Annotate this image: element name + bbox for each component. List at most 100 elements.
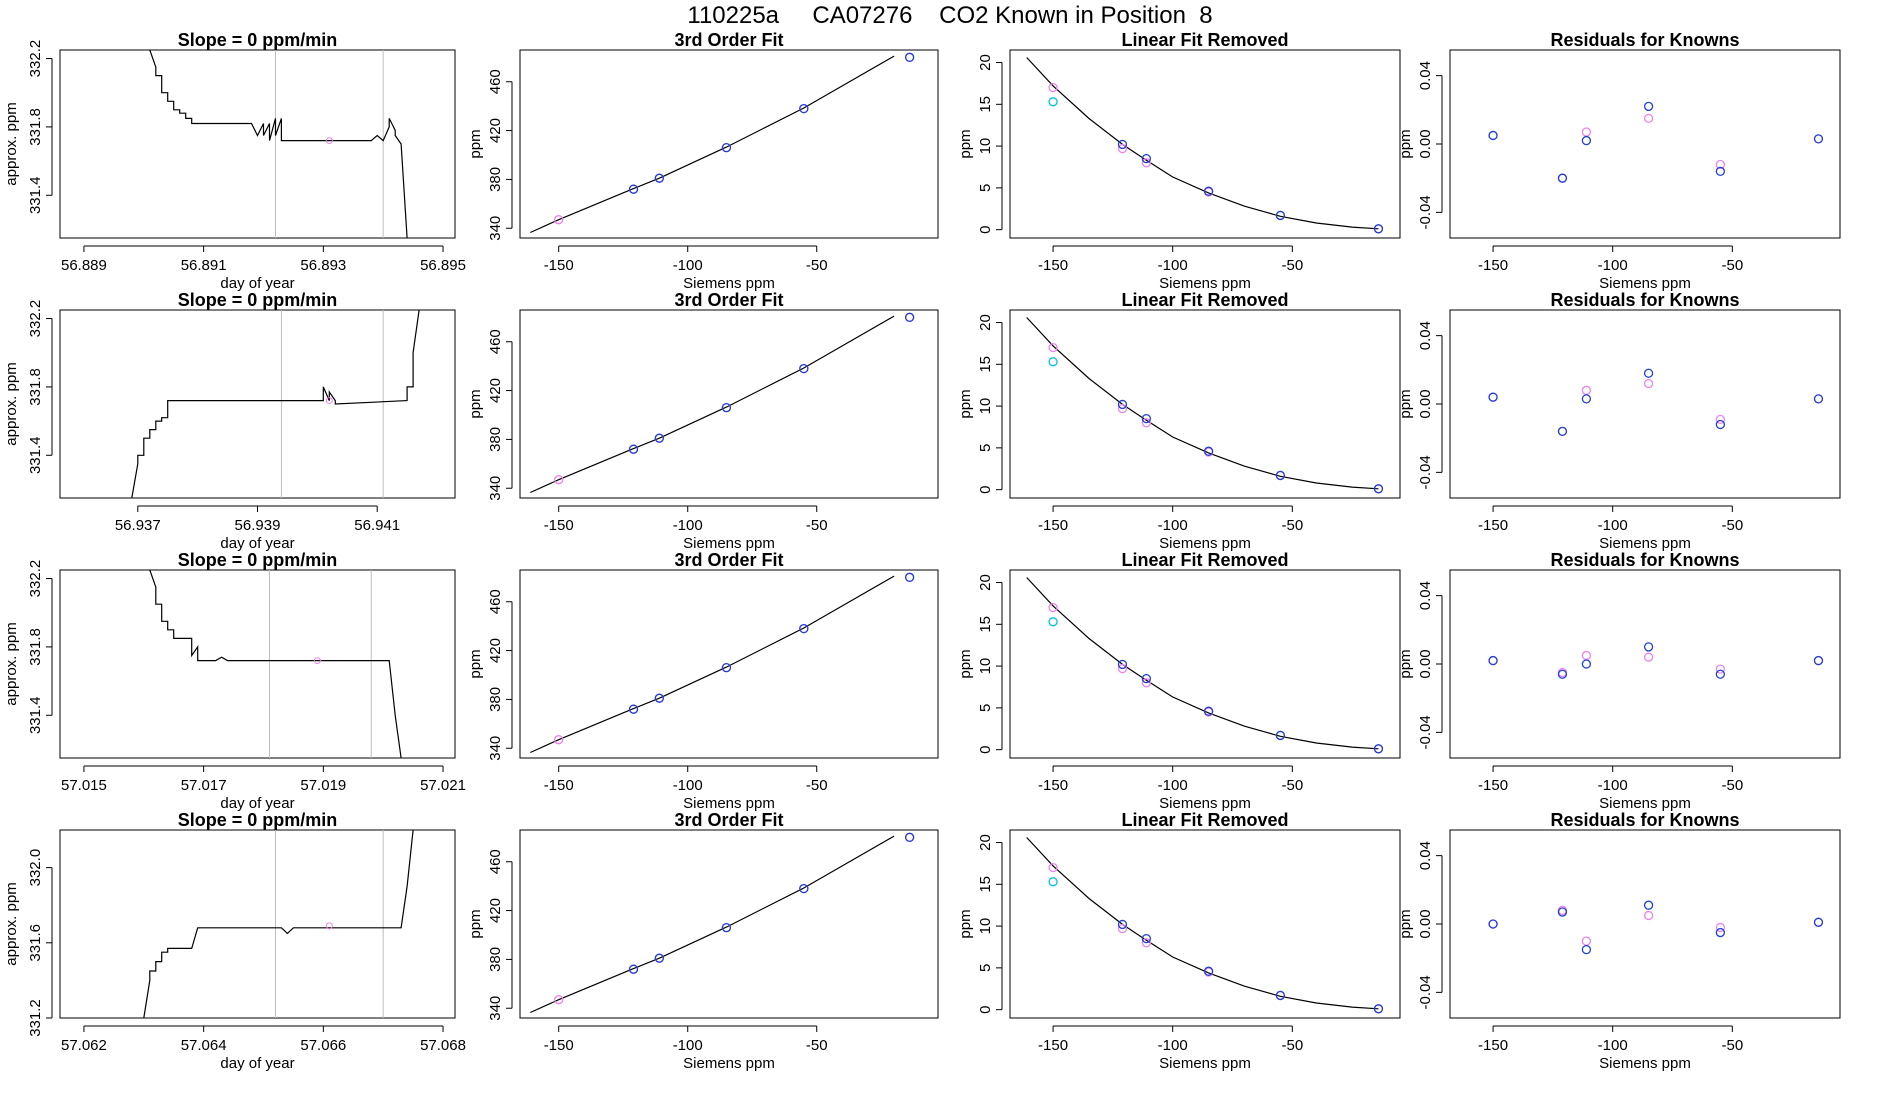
y-tick-label: -0.04 [1417, 195, 1434, 229]
x-tick-label: -150 [1038, 517, 1068, 534]
y-axis-label: ppm [467, 649, 484, 678]
y-tick-label: 331.4 [27, 176, 44, 214]
y-tick-label: 20 [977, 314, 994, 331]
y-tick-label: 0 [977, 485, 994, 493]
x-axis-label: Siemens ppm [1599, 275, 1691, 292]
plot-frame [1449, 569, 1841, 759]
x-axis-label: Siemens ppm [683, 275, 775, 292]
data-point-blue [1557, 907, 1568, 917]
data-point-pink [1643, 910, 1654, 921]
y-tick-label: 460 [487, 589, 504, 614]
data-point-blue [628, 184, 639, 194]
x-tick-label: -100 [1598, 1037, 1628, 1054]
data-point-blue [1488, 130, 1498, 141]
plot-frame [519, 569, 939, 759]
x-axis-label: day of year [220, 275, 294, 292]
plot-frame [519, 829, 939, 1019]
y-tick-label: 331.4 [27, 696, 44, 734]
data-point-blue [1813, 917, 1824, 927]
plot-frame [1009, 309, 1401, 499]
x-axis-label: Siemens ppm [1159, 275, 1251, 292]
data-point-blue [1643, 900, 1654, 910]
y-tick-label: 0.04 [1417, 581, 1434, 610]
y-tick-label: 380 [487, 427, 504, 452]
data-point-blue [628, 444, 639, 454]
y-tick-label: 460 [487, 329, 504, 354]
data-point-blue [628, 704, 639, 714]
panel-r2-c3: Linear Fit Removed -150 -100 -50 Siemens ppm… [957, 290, 1401, 552]
data-point-blue [654, 953, 664, 963]
x-tick-label: -100 [1158, 257, 1188, 274]
x-tick-label: -50 [1721, 517, 1743, 534]
y-tick-label: 0.00 [1417, 129, 1434, 158]
data-point-cyan [1048, 357, 1058, 367]
fit-curve [1026, 57, 1379, 230]
plot-area [1488, 900, 1824, 955]
data-point-pink [1117, 663, 1128, 674]
y-tick-label: 0.00 [1417, 909, 1434, 938]
x-axis-label: Siemens ppm [1599, 1055, 1691, 1072]
x-tick-label: 56.939 [235, 517, 281, 534]
mean-marker-point [325, 397, 333, 405]
series-line [149, 50, 408, 238]
y-axis-label: ppm [1397, 389, 1414, 418]
data-point-blue [1581, 944, 1592, 955]
panel-r3-c4: Residuals for Knowns -150 -100 -50 Siemens p… [1397, 550, 1841, 812]
data-point-blue [654, 433, 664, 443]
y-axis-label: ppm [957, 389, 974, 418]
data-point-pink [554, 735, 564, 745]
data-point-blue [1715, 166, 1726, 176]
panel-title: Linear Fit Removed [1121, 550, 1288, 570]
x-axis-label: Siemens ppm [1599, 535, 1691, 552]
x-tick-label: -50 [806, 777, 828, 794]
panel-title: Slope = 0 ppm/min [178, 290, 338, 310]
plot-area [530, 572, 915, 754]
y-axis-label: ppm [1397, 649, 1414, 678]
data-point-blue [1373, 1004, 1384, 1014]
x-tick-label: 57.021 [420, 777, 466, 794]
y-tick-label: 20 [977, 54, 994, 71]
x-tick-label: -150 [544, 257, 574, 274]
data-point-blue [721, 403, 732, 413]
panel-title: Residuals for Knowns [1550, 290, 1739, 310]
data-point-pink [1715, 159, 1726, 170]
y-tick-label: 332.2 [27, 300, 44, 338]
y-tick-label: 332.0 [27, 849, 44, 887]
data-point-pink [1141, 678, 1152, 688]
x-tick-label: -50 [1281, 1037, 1303, 1054]
panel-r1-c3: Linear Fit Removed -150 -100 -50 Siemens ppm… [957, 30, 1401, 292]
panel-title: Slope = 0 ppm/min [178, 810, 338, 830]
y-tick-label: 331.8 [27, 368, 44, 406]
y-axis-label: ppm [467, 909, 484, 938]
series-line [149, 570, 402, 758]
y-tick-label: 380 [487, 947, 504, 972]
data-point-blue [1275, 470, 1286, 481]
data-point-blue [1203, 446, 1214, 456]
y-tick-label: 340 [487, 476, 504, 501]
x-tick-label: 56.893 [300, 257, 346, 274]
plot-frame [1449, 829, 1841, 1019]
data-point-blue [1275, 210, 1286, 221]
data-point-blue [1715, 419, 1726, 430]
y-tick-label: 460 [487, 849, 504, 874]
y-axis-label: ppm [957, 129, 974, 158]
data-point-blue [721, 663, 732, 673]
panel-title: Linear Fit Removed [1121, 30, 1288, 50]
data-point-pink [1581, 936, 1592, 946]
x-tick-label: -150 [544, 517, 574, 534]
y-tick-label: 340 [487, 736, 504, 761]
plot-area [1026, 577, 1384, 754]
data-point-blue [799, 103, 809, 114]
x-tick-label: -150 [1038, 257, 1068, 274]
y-tick-label: 331.4 [27, 436, 44, 474]
y-tick-label: 380 [487, 687, 504, 712]
panel-r4-c3: Linear Fit Removed -150 -100 -50 Siemens ppm… [957, 810, 1401, 1072]
panel-title: 3rd Order Fit [674, 290, 783, 310]
fit-curve [1026, 577, 1379, 750]
x-tick-label: -100 [1158, 777, 1188, 794]
data-point-blue [1813, 394, 1824, 404]
x-axis-label: day of year [220, 1055, 294, 1072]
y-tick-label: 331.2 [27, 999, 44, 1037]
y-tick-label: 0.00 [1417, 389, 1434, 418]
